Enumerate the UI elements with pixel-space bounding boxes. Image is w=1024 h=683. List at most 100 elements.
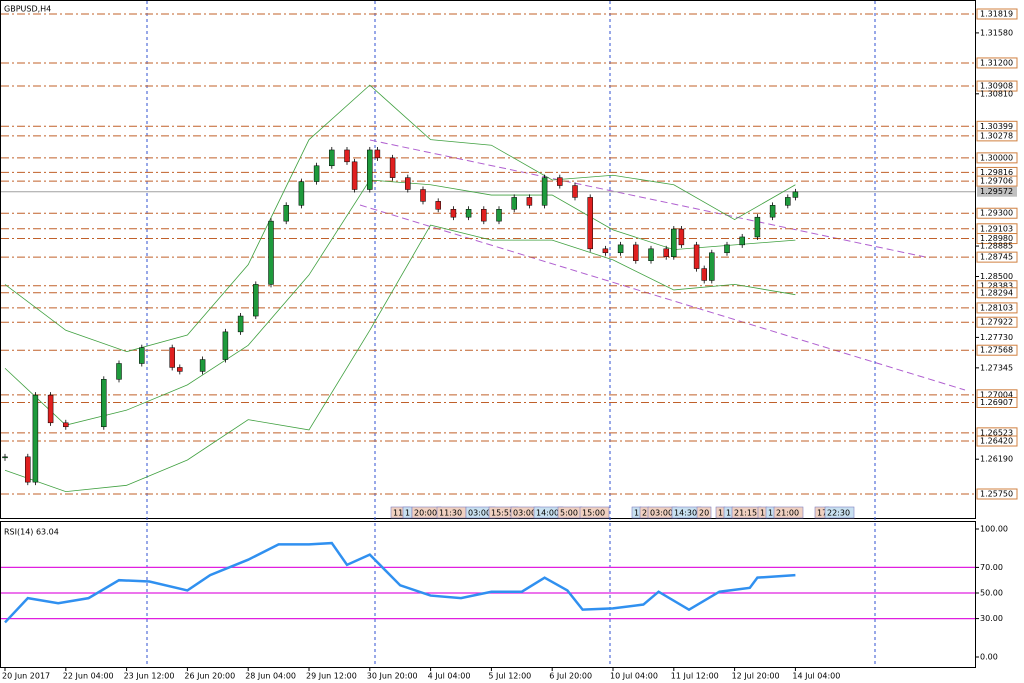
level-box	[976, 57, 1018, 69]
time-label: 12 Jul 20:00	[732, 672, 780, 681]
time-label: 10 Jul 04:00	[610, 672, 658, 681]
level-label: 1.27568	[980, 346, 1013, 355]
level-box	[976, 344, 1018, 356]
candle	[268, 220, 274, 285]
candle	[792, 191, 799, 198]
rsi-tick-label: 30.00	[980, 614, 1003, 623]
time-label: 6 Jul 20:00	[549, 672, 592, 681]
candle	[587, 197, 593, 250]
candle	[648, 248, 654, 261]
level-box	[976, 302, 1018, 314]
candle	[351, 161, 358, 190]
rsi-tick-label: 70.00	[980, 563, 1003, 572]
candle	[701, 268, 707, 281]
level-box	[976, 233, 1018, 245]
event-tag-label: 1	[405, 509, 410, 518]
price-tick-label: 1.31580	[980, 28, 1013, 37]
event-tag	[773, 506, 804, 519]
candle	[405, 177, 411, 190]
symbol-title: GBPUSD,H4	[4, 5, 51, 14]
event-tag	[696, 506, 712, 519]
time-label: 28 Jun 04:00	[245, 672, 296, 681]
level-label: 1.29300	[980, 209, 1013, 218]
level-box	[976, 80, 1018, 92]
level-label: 1.28980	[980, 234, 1013, 243]
event-tag-label: 17	[817, 509, 827, 518]
candle	[253, 284, 259, 317]
bollinger-upper	[4, 84, 796, 353]
event-tag-label: 14:00	[536, 509, 559, 518]
level-label: 1.29706	[980, 177, 1013, 186]
time-label: 30 Jun 20:00	[367, 672, 418, 681]
level-label: 1.29103	[980, 224, 1013, 233]
candle	[663, 248, 669, 257]
level-box	[976, 488, 1018, 500]
candle	[177, 367, 183, 372]
level-label: 1.30399	[980, 122, 1013, 131]
current-price-box	[977, 186, 1017, 197]
candle	[602, 248, 609, 254]
candle	[389, 157, 396, 178]
price-tick-label: 1.28500	[980, 272, 1013, 281]
candle	[481, 209, 487, 222]
level-box	[976, 130, 1018, 142]
rsi-panel	[0, 521, 976, 668]
time-label: 11 Jul 12:00	[671, 672, 719, 681]
event-tag-label: 15:00	[582, 509, 605, 518]
candle	[633, 244, 639, 261]
time-label: 20 Jun 2017	[2, 672, 50, 681]
candle	[769, 205, 776, 218]
candle	[63, 422, 69, 428]
event-tag-label: 03:00	[468, 509, 491, 518]
price-tick-label: 1.26190	[980, 455, 1013, 464]
level-box	[976, 175, 1018, 187]
level-label: 1.31819	[980, 10, 1013, 19]
level-label: 1.26523	[980, 428, 1013, 437]
candle	[557, 177, 563, 186]
price-panel	[0, 0, 976, 519]
trendline	[359, 204, 966, 391]
event-tag-label: 03:00	[513, 509, 536, 518]
level-box	[976, 152, 1018, 164]
event-tag-label: 03:00	[650, 509, 673, 518]
period-separators	[146, 1, 876, 667]
rsi-line	[4, 541, 796, 624]
candle	[313, 165, 320, 182]
candle	[222, 331, 229, 360]
event-tag-label: 1	[634, 509, 639, 518]
candle	[139, 347, 145, 364]
candle	[169, 347, 175, 368]
event-tag-label: 20:00	[414, 509, 437, 518]
event-tag-label: 1	[760, 509, 765, 518]
level-box	[976, 287, 1018, 299]
level-box	[976, 396, 1018, 408]
candle	[101, 379, 107, 428]
event-tag-label: 1	[726, 509, 731, 518]
level-label: 1.28103	[980, 303, 1013, 312]
level-label: 1.25750	[980, 490, 1013, 499]
level-label: 1.26420	[980, 437, 1013, 446]
candle	[237, 315, 244, 333]
price-tick-label: 1.27730	[980, 333, 1013, 342]
rsi-tick-label: 0.00	[980, 653, 998, 662]
level-label: 1.28745	[980, 253, 1013, 262]
candle	[420, 189, 426, 202]
time-label: 22 Jun 04:00	[63, 672, 114, 681]
current-price-label: 1.29572	[980, 187, 1013, 196]
event-tag-label: 21:15	[734, 509, 757, 518]
time-label: 4 Jul 04:00	[428, 672, 471, 681]
candle	[617, 244, 624, 254]
level-box	[976, 251, 1018, 263]
candle	[329, 149, 335, 167]
candle	[511, 197, 517, 210]
candle	[671, 228, 677, 257]
bollinger-middle	[4, 179, 796, 426]
level-label: 1.27922	[980, 318, 1013, 327]
candle	[572, 185, 578, 198]
level-label: 1.26907	[980, 398, 1013, 407]
event-tag-label: 11:30	[439, 509, 462, 518]
event-tag-label: 22:30	[827, 509, 850, 518]
candle	[116, 363, 122, 380]
event-tag-label: 1	[718, 509, 723, 518]
